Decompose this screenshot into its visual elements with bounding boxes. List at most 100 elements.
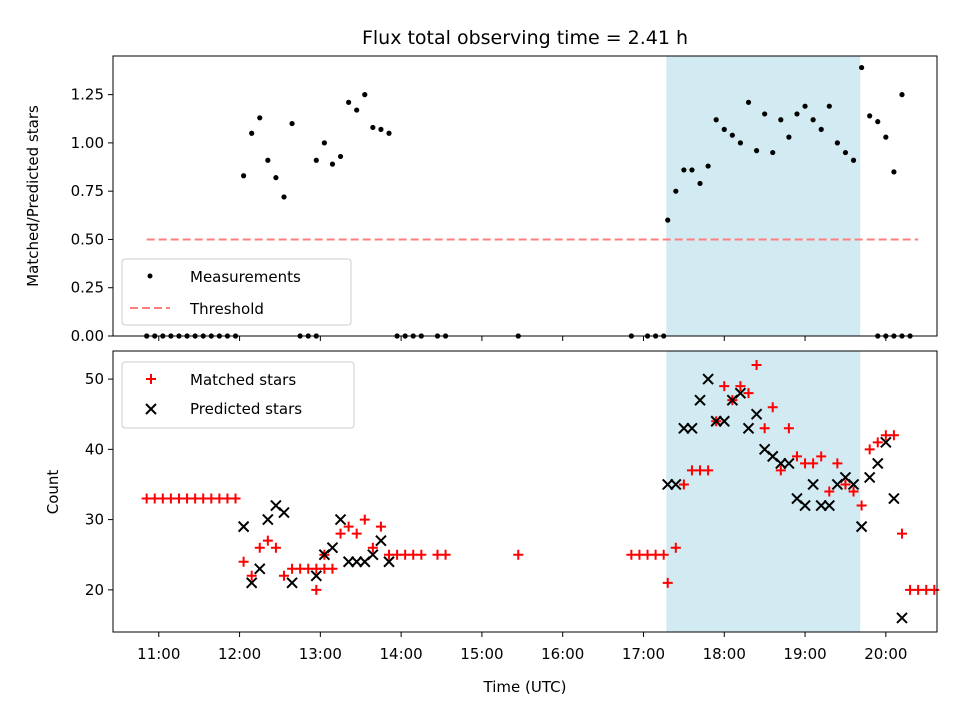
predicted-star-point: [262, 513, 274, 526]
measurement-point: [875, 119, 881, 125]
matched-star-point: [896, 528, 907, 539]
x-tick-label: 17:00: [622, 645, 665, 663]
measurement-point: [681, 167, 687, 173]
predicted-star-point: [750, 408, 763, 420]
matched-star-point: [230, 493, 241, 504]
matched-star-point: [751, 360, 762, 371]
matched-star-point: [440, 549, 451, 560]
matched-star-point: [678, 479, 689, 490]
bottom-legend: Matched stars Predicted stars: [121, 361, 355, 429]
measurement-point: [313, 157, 319, 163]
x-axis-label: Time (UTC): [483, 678, 567, 696]
measurement-point: [786, 134, 792, 140]
matched-star-point: [832, 458, 843, 469]
measurement-point: [810, 117, 816, 123]
matched-star-point: [513, 549, 524, 560]
measurement-point: [249, 130, 255, 136]
predicted-star-point: [375, 534, 387, 547]
legend-label-matched: Matched stars: [190, 371, 296, 389]
measurement-point: [729, 132, 735, 138]
predicted-star-point: [245, 577, 258, 589]
matched-star-point: [929, 584, 940, 595]
top-y-axis-label: Matched/Predicted stars: [24, 105, 42, 287]
matched-star-point: [262, 535, 273, 546]
measurement-point: [826, 103, 832, 109]
measurement-point: [289, 120, 295, 127]
bottom-axes-frame: [112, 350, 938, 633]
matched-star-point: [872, 437, 883, 448]
predicted-star-point: [855, 520, 868, 533]
x-tick-label: 13:00: [299, 645, 342, 663]
measurement-point: [281, 194, 287, 200]
matched-star-point: [840, 479, 851, 490]
measurement-point: [705, 163, 711, 169]
bottom-y-tick-label: 20: [85, 581, 104, 599]
predicted-star-point: [823, 499, 835, 512]
measurement-point: [721, 126, 727, 132]
matched-star-point: [888, 430, 899, 441]
measurement-point: [697, 180, 703, 187]
predicted-star-point: [872, 457, 884, 470]
predicted-star-point: [742, 422, 755, 434]
bottom-y-axis-label: Count: [44, 470, 62, 515]
top-panel: 0.00 0.25 0.50 0.75 1.00 1.25 Flux total obse…: [24, 27, 938, 345]
matched-star-point: [783, 423, 794, 434]
predicted-star-point: [286, 577, 298, 589]
measurement-point: [346, 99, 352, 105]
matched-star-point: [791, 451, 802, 462]
measurement-point: [257, 115, 263, 121]
measurement-point: [273, 175, 279, 181]
measurement-point: [753, 148, 760, 154]
matched-star-point: [735, 381, 746, 392]
predicted-star-point: [670, 478, 682, 491]
matched-star-point: [759, 423, 770, 434]
top-legend: Measurements Threshold: [121, 258, 352, 326]
matched-star-point: [670, 542, 681, 553]
measurement-point: [802, 103, 808, 109]
measurement-point: [883, 134, 889, 140]
measurement-point: [850, 157, 857, 163]
legend-marker-measurements: [147, 273, 153, 279]
predicted-star-point: [888, 492, 900, 505]
matched-star-point: [278, 570, 289, 581]
measurement-point: [378, 126, 384, 132]
measurement-point: [329, 161, 336, 167]
top-y-tick-label: 1.00: [71, 134, 104, 152]
matched-star-point: [416, 549, 427, 560]
x-tick-label: 12:00: [218, 645, 261, 663]
top-y-tick-label: 0.00: [71, 327, 104, 345]
predicted-star-point: [686, 422, 698, 434]
measurement-point: [778, 117, 784, 123]
chart-title: Flux total observing time = 2.41 h: [362, 27, 688, 49]
predicted-star-point: [847, 478, 860, 491]
x-tick-label: 14:00: [380, 645, 423, 663]
x-tick-label: 16:00: [541, 645, 584, 663]
matched-star-point: [767, 402, 778, 413]
x-tick-label: 19:00: [783, 645, 826, 663]
matched-star-point: [327, 563, 338, 574]
measurement-point: [891, 169, 897, 175]
bottom-panel: 11:00 12:00 13:00 14:00 15:00 16:00 17:00 18:00…: [44, 350, 940, 696]
matched-star-point: [743, 388, 754, 399]
legend-marker-matched: [146, 374, 156, 384]
measurement-point: [241, 173, 247, 179]
bottom-y-tick-label: 40: [85, 440, 104, 458]
measurement-point: [737, 140, 744, 146]
measurement-point: [321, 140, 327, 146]
predicted-star-point: [863, 471, 876, 484]
predicted-star-point: [383, 556, 395, 568]
predicted-star-point: [896, 612, 908, 624]
measurement-point: [386, 130, 392, 136]
matched-star-point: [359, 514, 370, 525]
matched-star-point: [246, 570, 257, 581]
measurement-point: [337, 153, 344, 160]
predicted-star-point: [734, 387, 747, 399]
matched-star-point: [816, 451, 827, 462]
predicted-star-point: [237, 520, 250, 533]
measurement-point: [867, 113, 873, 119]
legend-label-measurements: Measurements: [190, 268, 301, 286]
matched-stars-series: [141, 360, 940, 595]
predicted-star-point: [718, 415, 730, 427]
predicted-star-point: [254, 563, 266, 575]
